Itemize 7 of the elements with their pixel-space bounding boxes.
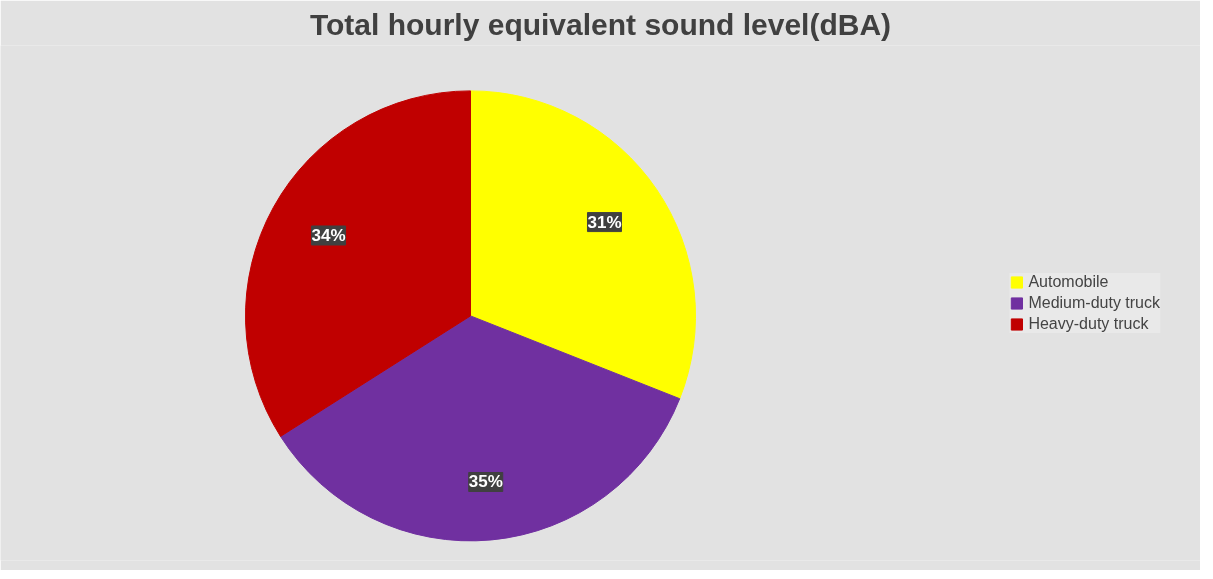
chart-title: Total hourly equivalent sound level(dBA) [309,7,892,41]
legend-label: Medium-duty truck [1028,293,1160,312]
data-label: 34% [311,225,346,245]
data-label: 31% [587,212,622,232]
legend-label: Automobile [1028,272,1109,291]
legend-label: Heavy-duty truck [1028,314,1149,333]
data-label: 35% [468,472,503,492]
